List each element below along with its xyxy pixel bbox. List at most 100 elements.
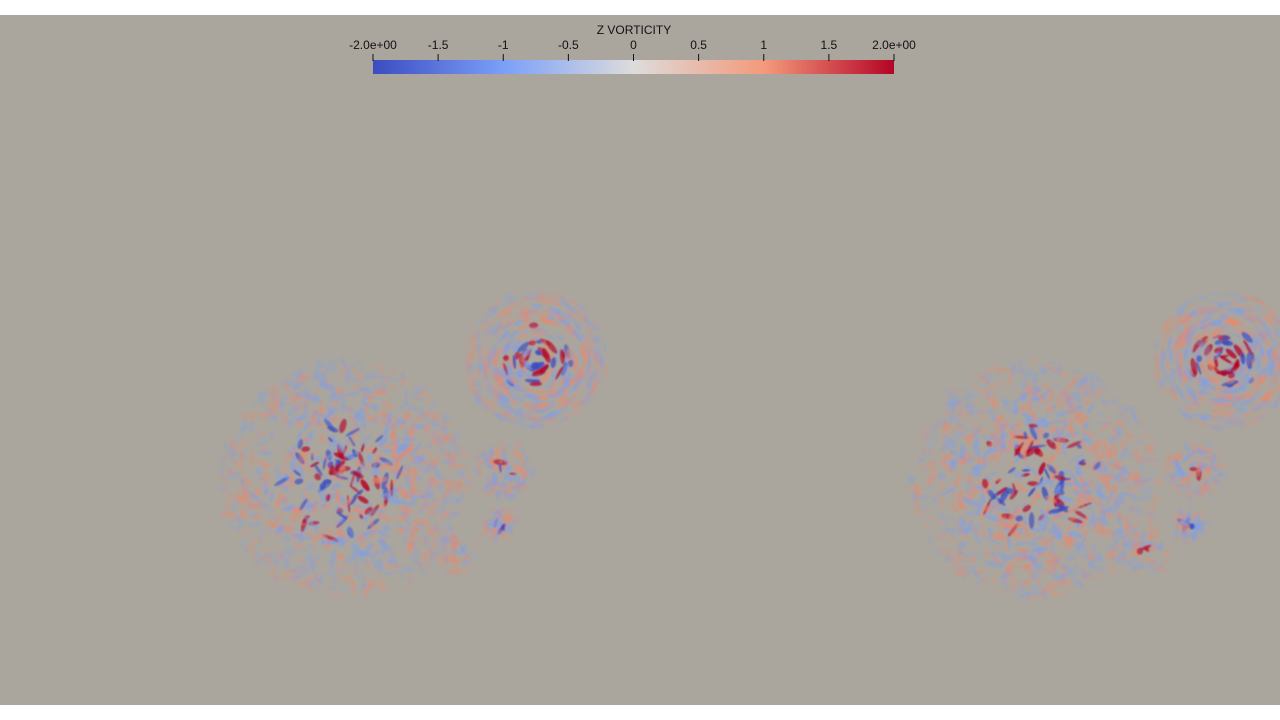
vortex-streak: [1261, 392, 1270, 402]
vortex-streak: [400, 378, 405, 386]
vortex-streak: [1073, 484, 1080, 494]
vortex-streak: [1159, 463, 1172, 471]
vortex-streak: [1201, 377, 1209, 385]
vortex-streak: [528, 340, 536, 346]
vortex-streak: [548, 417, 559, 422]
vortex-streak: [236, 493, 248, 501]
vortex-streak: [971, 417, 978, 422]
vortex-streak: [424, 527, 439, 534]
vortex-streak: [1192, 511, 1200, 519]
vortex-streak: [1004, 552, 1018, 562]
vortex-streak: [1184, 404, 1193, 412]
vortex-streak: [501, 321, 513, 331]
vortex-streak: [256, 467, 263, 476]
vortex-streak: [949, 451, 958, 456]
vortex-streak: [996, 420, 1003, 434]
vortex-streak: [415, 494, 432, 500]
vortex-streak: [1116, 512, 1122, 519]
vortex-streak: [1011, 470, 1025, 479]
vortex-streak: [360, 443, 365, 453]
vortex-streak: [353, 384, 359, 389]
vortex-streak: [573, 384, 583, 397]
vortex-streak: [966, 407, 976, 416]
vortex-streak: [1049, 389, 1053, 403]
vortex-streak: [459, 544, 470, 559]
vortex-streak: [1127, 517, 1134, 531]
vortex-streak: [1011, 409, 1019, 414]
vortex-streak: [333, 406, 338, 413]
vortex-streak: [429, 541, 440, 552]
vortex-streak: [1209, 416, 1222, 421]
vortex-streak: [503, 518, 519, 529]
vortex-streak: [426, 476, 432, 489]
vortex-streak: [971, 555, 976, 565]
vortex-streak: [314, 421, 323, 426]
vortex-streak: [1227, 361, 1236, 370]
vortex-streak: [1242, 376, 1254, 387]
vortex-streak: [252, 555, 265, 567]
vortex-streak: [583, 357, 589, 370]
vortex-streak: [1029, 532, 1036, 538]
vortex-streak: [295, 538, 304, 546]
vortex-streak: [259, 473, 272, 482]
vortex-streak: [339, 360, 346, 367]
vortex-streak: [940, 445, 949, 453]
vortex-streak: [360, 460, 366, 471]
vortex-streak: [992, 435, 1001, 442]
vortex-streak: [420, 537, 428, 543]
vortex-streak: [470, 383, 480, 398]
vortex-streak: [571, 329, 579, 337]
vortex-streak: [957, 540, 964, 557]
vortex-streak: [292, 526, 301, 531]
vortex-streak: [294, 571, 307, 580]
vortex-streak: [973, 526, 980, 537]
vortex-streak: [964, 518, 973, 523]
vortex-streak: [454, 462, 468, 471]
vortex-streak: [1254, 357, 1261, 373]
vortex-streak: [1006, 558, 1019, 572]
vortex-streak: [1119, 493, 1125, 506]
vortex-streak: [964, 475, 973, 483]
vortex-streak: [245, 547, 258, 552]
vortex-streak: [384, 418, 393, 426]
vortex-streak: [1259, 345, 1265, 358]
vortex-streak: [1198, 389, 1205, 395]
vortex-streak: [276, 574, 284, 583]
vortex-streak: [1014, 454, 1021, 464]
vortex-streak: [1272, 350, 1279, 361]
vortex-streak: [1203, 346, 1210, 357]
vortex-streak: [1039, 509, 1048, 519]
vortex-streak: [968, 393, 977, 399]
vortex-streak: [1022, 504, 1031, 513]
vortex-streak: [505, 467, 514, 470]
vortex-streak: [1207, 319, 1223, 327]
vortex-streak: [984, 550, 991, 557]
vortex-streak: [341, 496, 354, 509]
vortex-streak: [1192, 396, 1199, 402]
vortex-streak: [402, 489, 409, 500]
vortex-streak: [1027, 406, 1038, 421]
vortex-streak: [1200, 362, 1206, 373]
vortex-streak: [976, 458, 987, 465]
vortex-streak: [603, 344, 607, 354]
vortex-streak: [380, 536, 385, 548]
vortex-streak: [278, 492, 286, 499]
vortex-streak: [964, 510, 978, 517]
vortex-streak: [477, 386, 483, 393]
vortex-streak: [230, 439, 241, 444]
vortex-streak: [974, 434, 979, 448]
vortex-streak: [1101, 440, 1108, 458]
vortex-streak: [1217, 473, 1225, 478]
vortex-streak: [470, 335, 477, 346]
vortex-streak: [1120, 491, 1137, 498]
vortex-streak: [1263, 314, 1275, 327]
vortex-streak: [1113, 499, 1121, 512]
vortex-streak: [417, 504, 431, 509]
vortex-streak: [577, 304, 588, 314]
vortex-streak: [981, 505, 990, 512]
vortex-streak: [1017, 404, 1025, 413]
vortex-streak: [501, 342, 508, 355]
vortex-streak: [969, 488, 981, 495]
vortex-streak: [965, 479, 972, 495]
vortex-streak: [468, 552, 480, 561]
